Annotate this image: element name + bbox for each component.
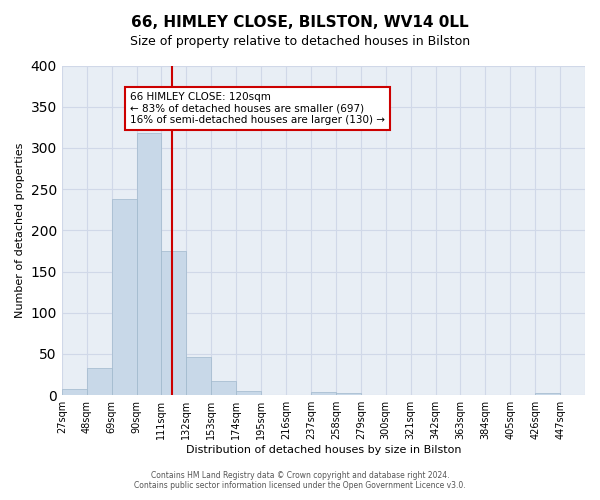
Bar — [87, 368, 112, 395]
Y-axis label: Number of detached properties: Number of detached properties — [15, 142, 25, 318]
Bar — [137, 133, 161, 395]
Text: 66 HIMLEY CLOSE: 120sqm
← 83% of detached houses are smaller (697)
16% of semi-d: 66 HIMLEY CLOSE: 120sqm ← 83% of detache… — [130, 92, 385, 125]
Bar — [336, 392, 361, 395]
Text: 66, HIMLEY CLOSE, BILSTON, WV14 0LL: 66, HIMLEY CLOSE, BILSTON, WV14 0LL — [131, 15, 469, 30]
Text: Size of property relative to detached houses in Bilston: Size of property relative to detached ho… — [130, 35, 470, 48]
Bar — [535, 392, 560, 395]
Bar — [236, 391, 261, 395]
Text: Contains HM Land Registry data © Crown copyright and database right 2024.
Contai: Contains HM Land Registry data © Crown c… — [134, 470, 466, 490]
X-axis label: Distribution of detached houses by size in Bilston: Distribution of detached houses by size … — [185, 445, 461, 455]
Bar — [112, 199, 137, 395]
Bar — [187, 358, 211, 395]
Bar — [311, 392, 336, 395]
Bar — [62, 388, 87, 395]
Bar — [211, 381, 236, 395]
Bar — [161, 251, 187, 395]
